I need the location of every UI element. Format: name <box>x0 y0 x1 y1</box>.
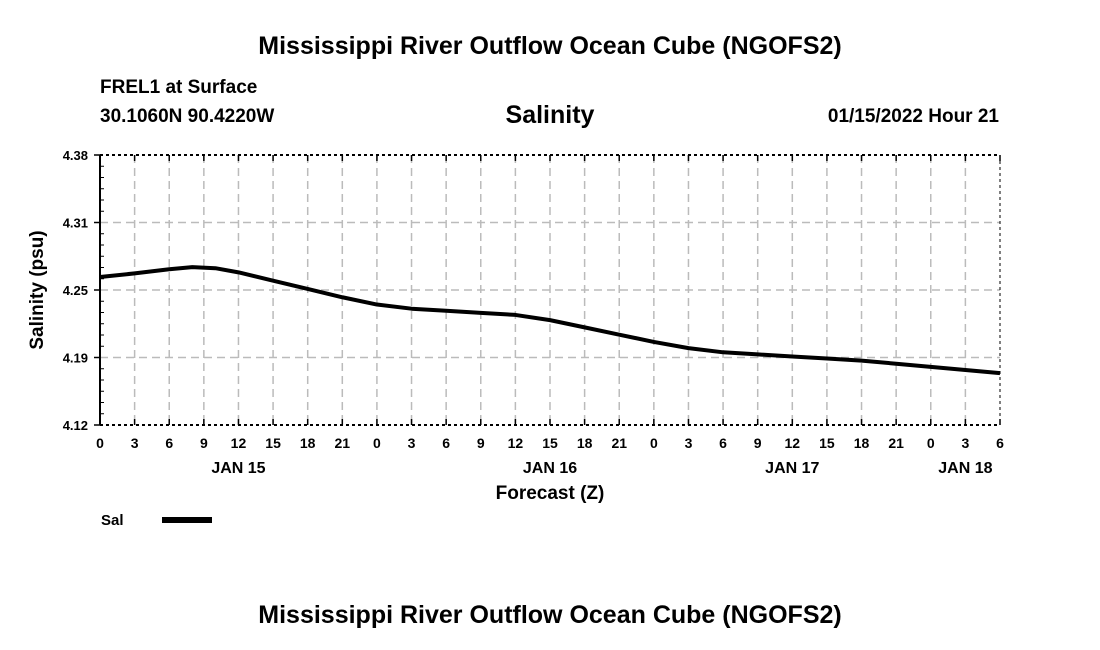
x-tick-label: 21 <box>888 435 904 451</box>
x-tick-label: 6 <box>165 435 173 451</box>
x-tick-label: 9 <box>477 435 485 451</box>
y-tick-label: 4.12 <box>63 418 88 433</box>
x-tick-label: 3 <box>961 435 969 451</box>
footer-title: Mississippi River Outflow Ocean Cube (NG… <box>258 601 842 629</box>
y-tick-label: 4.19 <box>63 351 88 366</box>
x-tick-label: 15 <box>819 435 835 451</box>
x-tick-label: 3 <box>685 435 693 451</box>
x-tick-label: 12 <box>508 435 524 451</box>
x-tick-label: 12 <box>231 435 247 451</box>
x-tick-label: 3 <box>131 435 139 451</box>
page-title: Mississippi River Outflow Ocean Cube (NG… <box>258 32 842 60</box>
x-tick-label: 21 <box>611 435 627 451</box>
x-tick-label: 6 <box>442 435 450 451</box>
y-tick-label: 4.31 <box>63 216 88 231</box>
chart-title: Salinity <box>505 101 595 129</box>
x-tick-label: 21 <box>335 435 351 451</box>
x-tick-label: 0 <box>927 435 935 451</box>
x-tick-label: 9 <box>200 435 208 451</box>
date-label: JAN 15 <box>211 460 265 477</box>
x-tick-label: 0 <box>96 435 104 451</box>
date-label: JAN 18 <box>938 460 992 477</box>
y-tick-label: 4.25 <box>63 283 88 298</box>
date-label: JAN 17 <box>765 460 819 477</box>
x-tick-label: 15 <box>265 435 281 451</box>
x-tick-label: 3 <box>408 435 416 451</box>
x-tick-label: 12 <box>785 435 801 451</box>
x-tick-label: 18 <box>854 435 870 451</box>
forecast-datetime: 01/15/2022 Hour 21 <box>827 106 999 127</box>
station-coords: 30.1060N 90.4220W <box>100 106 275 127</box>
x-tick-label: 15 <box>542 435 558 451</box>
x-tick-label: 18 <box>300 435 316 451</box>
x-axis-label: Forecast (Z) <box>495 483 605 504</box>
x-tick-label: 18 <box>577 435 593 451</box>
x-tick-label: 0 <box>373 435 381 451</box>
series-line-sal <box>99 265 1001 376</box>
legend-swatch <box>162 517 212 523</box>
date-label: JAN 16 <box>523 460 577 477</box>
x-tick-label: 9 <box>754 435 762 451</box>
legend-label: Sal <box>101 512 124 529</box>
y-tick-label: 4.38 <box>63 148 88 163</box>
station-label: FREL1 at Surface <box>100 77 258 98</box>
x-tick-label: 6 <box>719 435 727 451</box>
x-tick-label: 6 <box>996 435 1004 451</box>
x-tick-label: 0 <box>650 435 658 451</box>
